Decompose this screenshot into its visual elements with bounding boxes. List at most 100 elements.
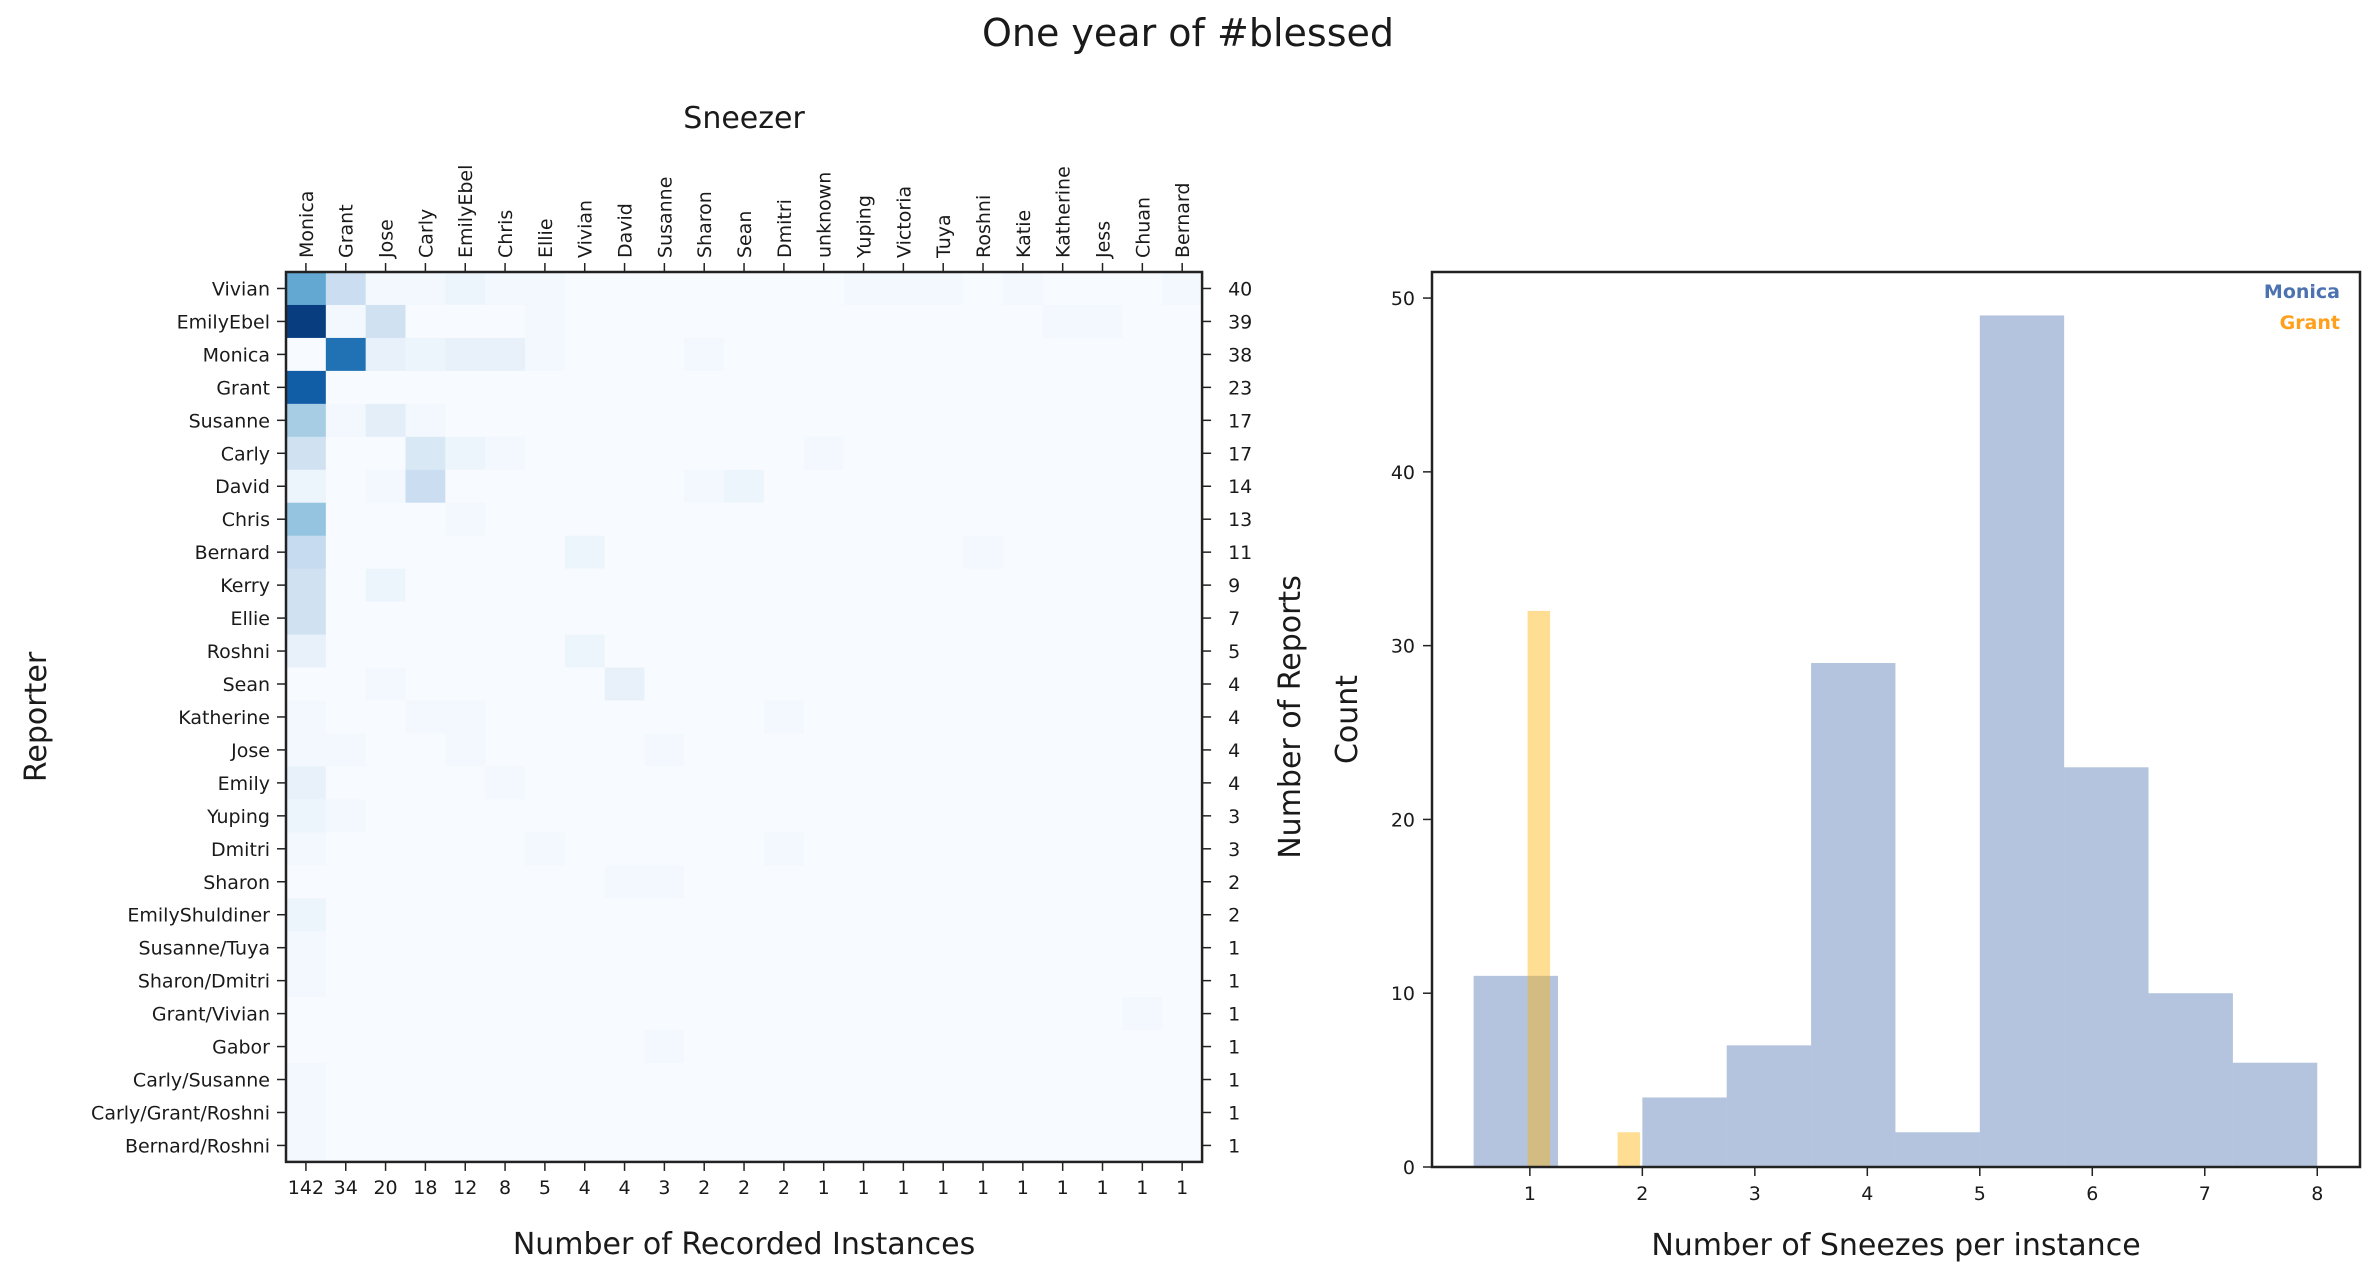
heatmap-cell [843, 436, 885, 471]
heatmap-cell [524, 799, 566, 833]
heatmap-cell [963, 634, 1004, 669]
instance-count-label: 1 [1176, 1177, 1188, 1199]
heatmap-cell [1042, 304, 1084, 339]
heatmap-cell [485, 1063, 526, 1097]
heatmap-cell [564, 601, 606, 636]
heatmap-cell [724, 1096, 765, 1130]
heatmap-cell [883, 535, 924, 570]
heatmap-cell [1122, 1063, 1163, 1097]
heatmap-cell [843, 502, 885, 537]
heatmap-cell [923, 370, 964, 405]
heatmap-cell [763, 370, 805, 405]
report-count-label: 14 [1228, 476, 1252, 498]
heatmap-cell [564, 436, 606, 471]
heatmap-cell [325, 832, 367, 866]
heatmap-cell [923, 997, 964, 1031]
heatmap-cell [286, 1063, 327, 1097]
heatmap-cell [1042, 766, 1084, 800]
heatmap-cell [365, 667, 407, 702]
reporter-label: Emily [218, 773, 270, 795]
heatmap-cell [923, 964, 964, 998]
report-count-label: 13 [1228, 509, 1252, 531]
heatmap-cell [1002, 1096, 1044, 1130]
heatmap-cell [564, 1030, 606, 1064]
heatmap-cell [1162, 865, 1203, 899]
heatmap-cell [923, 568, 964, 603]
instance-count-label: 34 [334, 1177, 358, 1199]
heatmap-cell [724, 898, 765, 932]
heatmap-cell [923, 634, 964, 669]
heatmap-cell [1082, 865, 1124, 899]
heatmap-cell [405, 832, 446, 866]
heatmap-cell [644, 469, 685, 504]
heatmap-cell [365, 997, 407, 1031]
heatmap-cell [1122, 1096, 1163, 1130]
heatmap-cell [963, 1096, 1004, 1130]
heatmap-cell [923, 403, 964, 438]
instance-count-label: 4 [619, 1177, 631, 1199]
heatmap-cell [1162, 272, 1203, 306]
heatmap-cell [286, 766, 327, 800]
heatmap-cell [524, 370, 566, 405]
heatmap-cell [1122, 535, 1163, 570]
heatmap-cell [286, 931, 327, 965]
histogram-bar-monica [1473, 975, 1558, 1167]
heatmap-cell [524, 502, 566, 537]
heatmap-cell [1162, 469, 1203, 504]
heatmap-cell [724, 535, 765, 570]
heatmap-cell [883, 667, 924, 702]
reporter-label: Yuping [206, 806, 270, 828]
heatmap-cell [564, 568, 606, 603]
heatmap-cell [1122, 1128, 1163, 1163]
heatmap-cell [963, 1063, 1004, 1097]
x-tick-label: 7 [2199, 1183, 2211, 1205]
heatmap-cell [1162, 1030, 1203, 1064]
heatmap-cell [843, 1096, 885, 1130]
heatmap-cell [803, 1128, 845, 1163]
sneezer-label: EmilyEbel [455, 165, 477, 258]
heatmap-cell [923, 436, 964, 471]
heatmap-cell [1042, 535, 1084, 570]
heatmap-cell [286, 568, 327, 603]
heatmap-cell [883, 568, 924, 603]
heatmap-cell [963, 601, 1004, 636]
heatmap-cell [485, 865, 526, 899]
heatmap-cell [684, 931, 725, 965]
heatmap-cell [684, 403, 725, 438]
heatmap-cell [803, 931, 845, 965]
heatmap-cell [485, 733, 526, 767]
instance-count-label: 12 [453, 1177, 477, 1199]
heatmap-cell [445, 634, 486, 669]
reporter-label: Bernard [195, 542, 270, 564]
heatmap-cell [485, 931, 526, 965]
heatmap-cell [1082, 931, 1124, 965]
heatmap-cell [445, 733, 486, 767]
heatmap-cell [405, 634, 446, 669]
heatmap-cell [405, 535, 446, 570]
heatmap-cell [1082, 667, 1124, 702]
heatmap-cell [843, 898, 885, 932]
heatmap-cell [485, 799, 526, 833]
sneezer-label: Sharon [694, 191, 716, 258]
heatmap-cell [325, 865, 367, 899]
heatmap-cell [286, 997, 327, 1031]
heatmap-cell [644, 766, 685, 800]
report-count-label: 1 [1228, 1004, 1240, 1026]
heatmap-cell [405, 865, 446, 899]
heatmap-cell [1082, 1063, 1124, 1097]
heatmap-cell [604, 568, 646, 603]
heatmap-cell [286, 667, 327, 702]
heatmap-cell [843, 1063, 885, 1097]
heatmap-cell [684, 568, 725, 603]
heatmap-cell [286, 370, 327, 405]
instance-count-label: 18 [413, 1177, 437, 1199]
reporter-label: Dmitri [211, 839, 270, 861]
instance-count-label: 1 [1017, 1177, 1029, 1199]
heatmap-cell [923, 1030, 964, 1064]
heatmap-cell [644, 502, 685, 537]
heatmap-cell [604, 1096, 646, 1130]
heatmap-cell [1002, 469, 1044, 504]
heatmap-cell [803, 634, 845, 669]
heatmap-cell [325, 1096, 367, 1130]
heatmap-cell [724, 865, 765, 899]
